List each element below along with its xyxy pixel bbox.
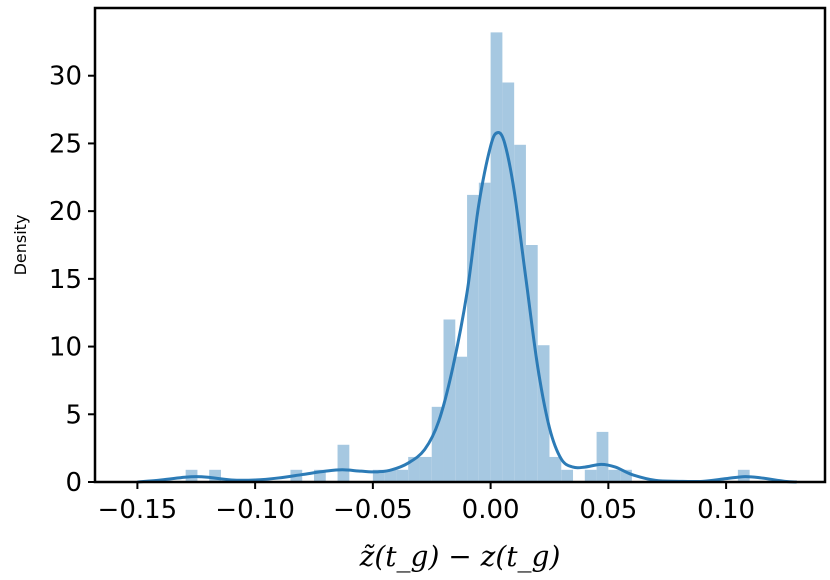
x-tick-label: −0.15 [98,495,178,525]
histogram-bar [372,469,385,482]
y-tick-label: 30 [49,62,82,92]
histogram-bar [209,469,221,482]
y-tick-label: 10 [49,333,82,363]
y-axis-ticks: 0 5 10 15 20 25 30 [49,62,95,498]
y-tick-label: 20 [49,197,82,227]
y-axis-label: Density [11,215,30,276]
histogram-bar [419,456,432,482]
x-axis-ticks: −0.15 −0.10 −0.05 0.00 0.05 0.10 [98,482,755,525]
histogram-bar [525,245,538,482]
histogram-bar [584,469,597,482]
y-tick-label: 0 [65,468,82,498]
histogram-bar [431,406,444,482]
histogram-bar [620,469,632,482]
histogram-bar [455,356,468,482]
histogram-bars [185,32,750,483]
histogram-bar [384,469,397,482]
histogram-bar [549,456,562,482]
y-tick-label: 5 [65,400,82,430]
histogram-bar [443,319,456,482]
histogram-bar [337,444,350,482]
histogram-bar [608,469,621,482]
histogram-bar [514,144,526,483]
plot-frame [93,6,827,484]
histogram-bar [502,82,515,482]
x-tick-label: 0.00 [462,495,520,525]
histogram-bar [537,345,550,482]
histogram-bar [561,469,574,482]
x-tick-label: 0.05 [579,495,637,525]
histogram-bar [408,456,420,482]
histogram-bar [490,32,503,483]
y-tick-label: 25 [49,129,82,159]
y-tick-label: 15 [49,265,82,295]
x-tick-label: −0.10 [215,495,295,525]
x-tick-label: −0.05 [333,495,413,525]
histogram-bar [467,194,479,483]
histogram-bar [478,182,491,482]
x-axis-label: z̃(t_g) − z(t_g) [359,540,561,573]
histogram-bar [396,469,409,482]
histogram-bar [314,469,326,482]
x-tick-label: 0.10 [697,495,755,525]
histogram-bar [596,431,609,482]
